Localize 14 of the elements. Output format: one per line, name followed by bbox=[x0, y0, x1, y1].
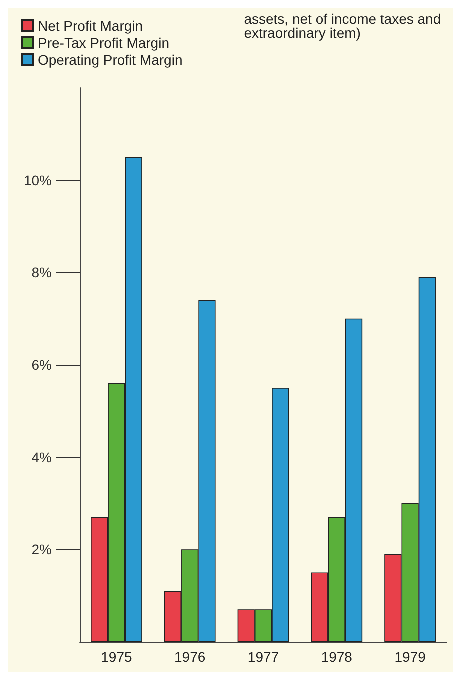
x-tick-label: 1978 bbox=[321, 649, 353, 665]
text: assets, net of income taxes and extraordinary item) bbox=[244, 11, 446, 41]
y-tick-label: 2% bbox=[32, 542, 52, 558]
y-tick-label: 4% bbox=[32, 449, 52, 466]
x-tick-label: 1979 bbox=[394, 649, 426, 665]
legend-label: Pre-Tax Profit Margin bbox=[38, 35, 170, 51]
x-tick-label: 1976 bbox=[174, 649, 206, 665]
y-tick-label: 10% bbox=[24, 172, 52, 188]
y-tick-label: 6% bbox=[32, 357, 52, 373]
x-tick-label: 1975 bbox=[101, 649, 132, 665]
y-tick-label: 8% bbox=[32, 264, 52, 281]
legend-label: Operating Profit Margin bbox=[38, 52, 183, 68]
legend-label: Net Profit Margin bbox=[38, 18, 144, 34]
x-tick-label: 1977 bbox=[248, 649, 280, 665]
